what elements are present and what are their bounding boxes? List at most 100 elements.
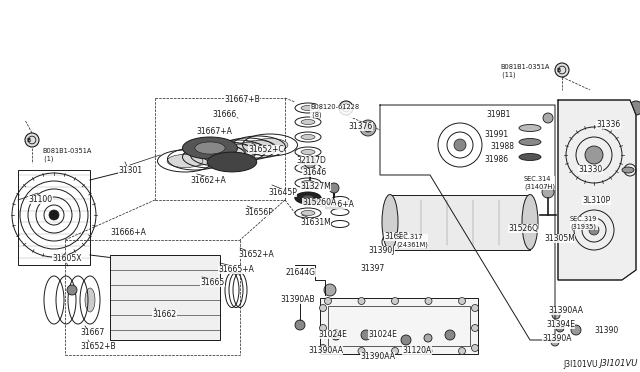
Text: 31394E: 31394E [546,320,575,329]
Circle shape [543,113,553,123]
Bar [390,195,530,250]
Text: 31631M: 31631M [300,218,331,227]
Text: 31645P: 31645P [268,188,297,197]
Text: 31605X: 31605X [52,254,81,263]
Ellipse shape [295,192,321,204]
Bar [328,306,470,346]
Ellipse shape [508,225,524,231]
Text: 319B1: 319B1 [486,110,510,119]
Ellipse shape [622,167,634,173]
Ellipse shape [207,152,257,172]
Circle shape [401,335,411,345]
Ellipse shape [382,195,398,250]
Ellipse shape [301,180,315,186]
Circle shape [454,139,466,151]
Circle shape [295,320,305,330]
Ellipse shape [182,137,237,159]
Ellipse shape [302,195,314,201]
Ellipse shape [522,195,538,250]
Circle shape [458,298,465,305]
Circle shape [551,338,559,346]
Text: 3L310P: 3L310P [582,196,611,205]
Circle shape [542,186,554,198]
Text: B08120-61228
 (8): B08120-61228 (8) [310,104,359,118]
Text: B: B [341,106,345,112]
Text: 31301: 31301 [118,166,142,175]
Ellipse shape [177,153,213,166]
Circle shape [329,183,339,193]
Text: 31024E: 31024E [318,330,347,339]
Circle shape [331,330,341,340]
Circle shape [319,305,326,311]
Text: 31652+B: 31652+B [80,342,116,351]
Text: 31305M: 31305M [544,234,575,243]
Text: 31390: 31390 [594,326,618,335]
Text: 31652: 31652 [384,232,408,241]
Text: 31667+A: 31667+A [196,127,232,136]
Ellipse shape [240,140,276,154]
Circle shape [425,298,432,305]
Text: 31376: 31376 [348,122,372,131]
Text: B: B [557,68,561,74]
Circle shape [25,133,39,147]
Circle shape [556,324,564,332]
Text: 31390AB: 31390AB [280,295,315,304]
Bar [320,298,478,354]
Circle shape [571,325,581,335]
Ellipse shape [301,119,315,125]
Text: SEC.317
(24361M): SEC.317 (24361M) [396,234,428,247]
Ellipse shape [301,196,315,201]
Bar [110,255,220,340]
Bar [18,170,90,265]
Circle shape [472,344,479,352]
Text: 31652+C: 31652+C [248,145,284,154]
Text: 31988: 31988 [490,142,514,151]
Circle shape [392,347,399,355]
Circle shape [472,324,479,331]
Text: 31665: 31665 [200,278,224,287]
Circle shape [458,347,465,355]
Ellipse shape [195,142,225,154]
Text: 315260A: 315260A [302,198,336,207]
Text: 31667: 31667 [80,328,104,337]
Ellipse shape [192,150,228,164]
Text: 31330: 31330 [578,165,602,174]
Circle shape [424,334,432,342]
Text: 31390J: 31390J [368,246,394,255]
Ellipse shape [85,288,95,312]
Text: 31662+A: 31662+A [190,176,226,185]
Text: B: B [27,138,31,144]
Circle shape [552,311,560,319]
Circle shape [324,284,336,296]
Text: J3I101VU: J3I101VU [563,360,598,369]
Text: 31666: 31666 [212,110,236,119]
Text: 31666+A: 31666+A [110,228,146,237]
Ellipse shape [301,135,315,140]
Ellipse shape [519,154,541,160]
Text: SEC.314
(31407H): SEC.314 (31407H) [524,176,555,189]
Text: 31662: 31662 [152,310,176,319]
Text: 31665+A: 31665+A [218,265,254,274]
Text: 31120A: 31120A [402,346,431,355]
Circle shape [555,63,569,77]
Text: 31646+A: 31646+A [318,200,354,209]
Circle shape [67,285,77,295]
Text: 31646: 31646 [302,168,326,177]
Ellipse shape [167,154,203,168]
Text: 31100: 31100 [28,195,52,204]
Circle shape [425,347,432,355]
Ellipse shape [200,148,236,161]
Ellipse shape [301,106,315,110]
Ellipse shape [573,225,583,231]
Text: 31024E: 31024E [368,330,397,339]
Circle shape [577,197,587,207]
Circle shape [324,298,332,305]
Circle shape [49,210,59,220]
Text: 31652+A: 31652+A [238,250,274,259]
Text: 31336: 31336 [596,120,620,129]
Text: SEC.319
(31935): SEC.319 (31935) [570,216,597,230]
Circle shape [445,330,455,340]
Ellipse shape [519,138,541,145]
Text: J3I101VU: J3I101VU [600,359,638,368]
Circle shape [358,347,365,355]
